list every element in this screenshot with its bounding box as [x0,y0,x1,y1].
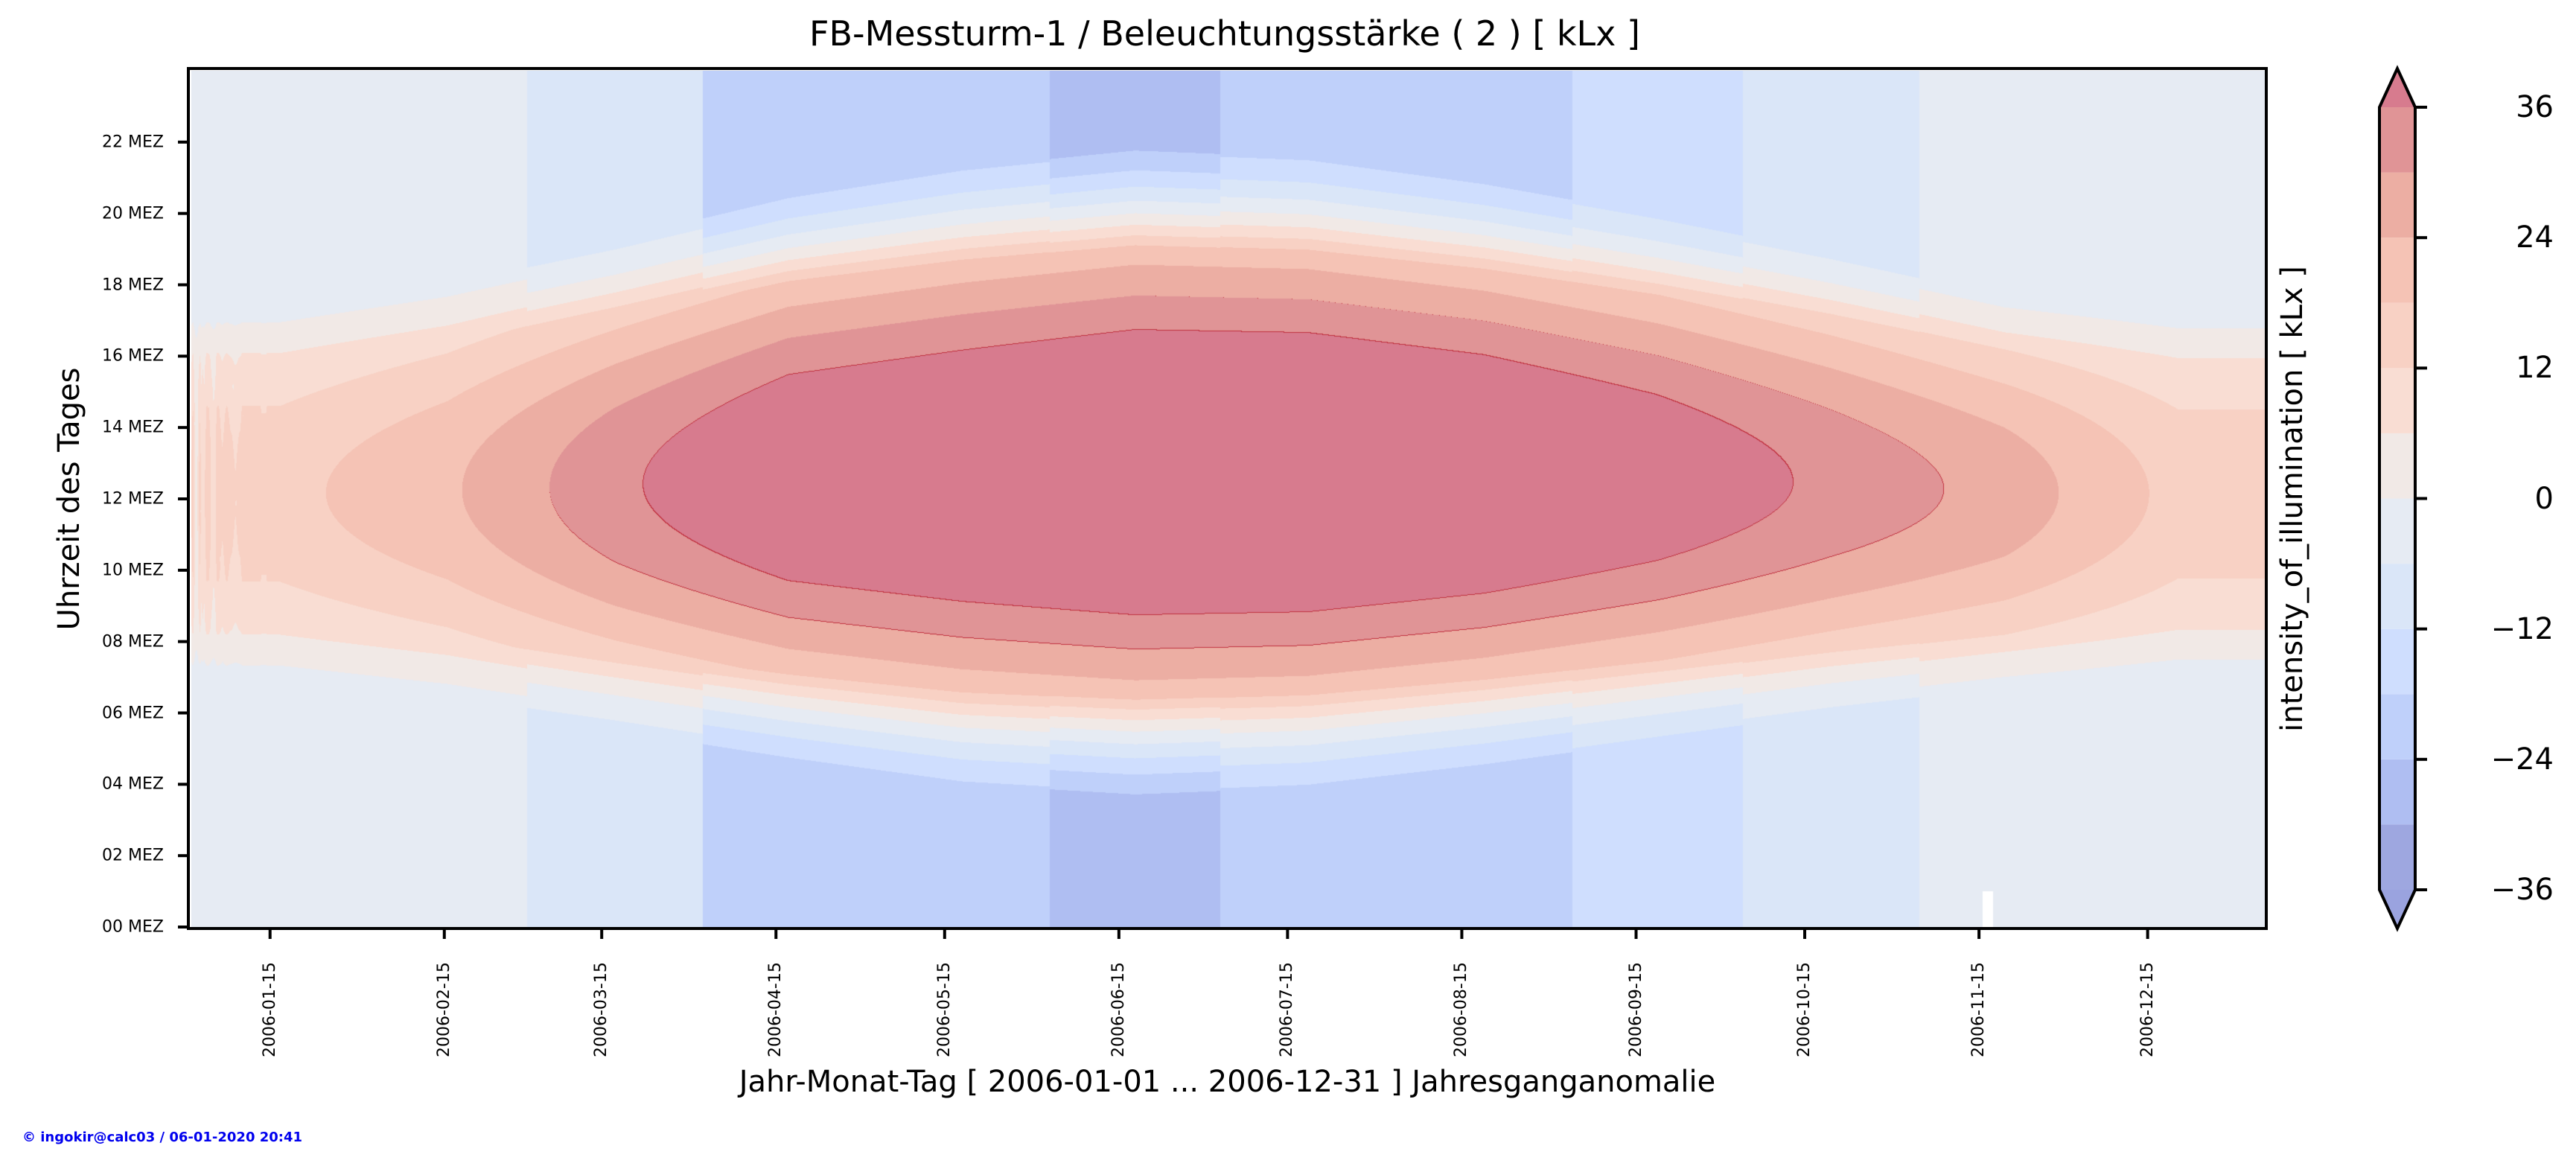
y-tick-label: 14 MEZ [102,418,164,437]
colorbar-extend-min-arrow [2379,890,2415,928]
x-tick-label: 2006-05-15 [934,962,954,1057]
x-tick-label: 2006-10-15 [1795,962,1814,1057]
colorbar-segment [2379,368,2415,433]
colorbar-tick-label: 24 [2516,220,2554,255]
chart-title: FB-Messturm-1 / Beleuchtungsstärke ( 2 )… [809,13,1640,54]
x-tick-label: 2006-11-15 [1969,962,1989,1057]
colorbar [2378,65,2427,932]
x-tick-label: 2006-02-15 [434,962,453,1057]
colorbar-segment [2379,107,2415,173]
y-tick-label: 00 MEZ [102,917,164,937]
colorbar-segment [2379,824,2415,890]
colorbar-tick-label: 36 [2516,90,2554,124]
colorbar-tick-label: 0 [2534,481,2554,516]
x-tick-label: 2006-09-15 [1626,962,1645,1057]
colorbar-tick-label: −24 [2490,742,2554,777]
colorbar-tick-label: −12 [2490,611,2554,646]
x-tick-label: 2006-08-15 [1452,962,1471,1057]
x-tick-label: 2006-03-15 [592,962,611,1057]
x-tick-label: 2006-06-15 [1109,962,1128,1057]
colorbar-segment [2379,238,2415,303]
y-tick-label: 04 MEZ [102,774,164,794]
colorbar-segment [2379,302,2415,369]
x-ticks [268,928,2149,939]
colorbar-extend-max-arrow [2379,69,2415,107]
colorbar-segment [2379,433,2415,499]
colorbar-segment [2379,564,2415,629]
x-axis-label: Jahr-Monat-Tag [ 2006-01-01 ... 2006-12-… [739,1065,1716,1099]
colorbar-segment [2379,172,2415,238]
x-tick-label: 2006-12-15 [2137,962,2157,1057]
colorbar-label: intensity_of_illumination [ kLx ] [2275,266,2309,732]
y-tick-label: 20 MEZ [102,204,164,223]
y-tick-label: 02 MEZ [102,846,164,865]
y-tick-label: 16 MEZ [102,346,164,366]
x-tick-label: 2006-04-15 [766,962,785,1057]
y-tick-label: 10 MEZ [102,561,164,580]
x-tick-label: 2006-07-15 [1278,962,1297,1057]
colorbar-tick-label: −36 [2490,873,2554,907]
x-tick-label: 2006-01-15 [260,962,279,1057]
y-tick-label: 22 MEZ [102,133,164,152]
y-tick-label: 08 MEZ [102,632,164,652]
colorbar-segment [2379,498,2415,564]
y-ticks [178,140,188,928]
colorbar-segment [2379,759,2415,825]
y-tick-label: 06 MEZ [102,704,164,722]
heatmap-canvas [191,71,2266,927]
colorbar-tick-label: 12 [2516,351,2554,386]
copyright-note: © ingokir@calc03 / 06-01-2020 20:41 [22,1130,303,1145]
y-tick-label: 12 MEZ [102,489,164,509]
colorbar-segment [2379,694,2415,759]
colorbar-segment [2379,628,2415,695]
y-tick-label: 18 MEZ [102,275,164,294]
